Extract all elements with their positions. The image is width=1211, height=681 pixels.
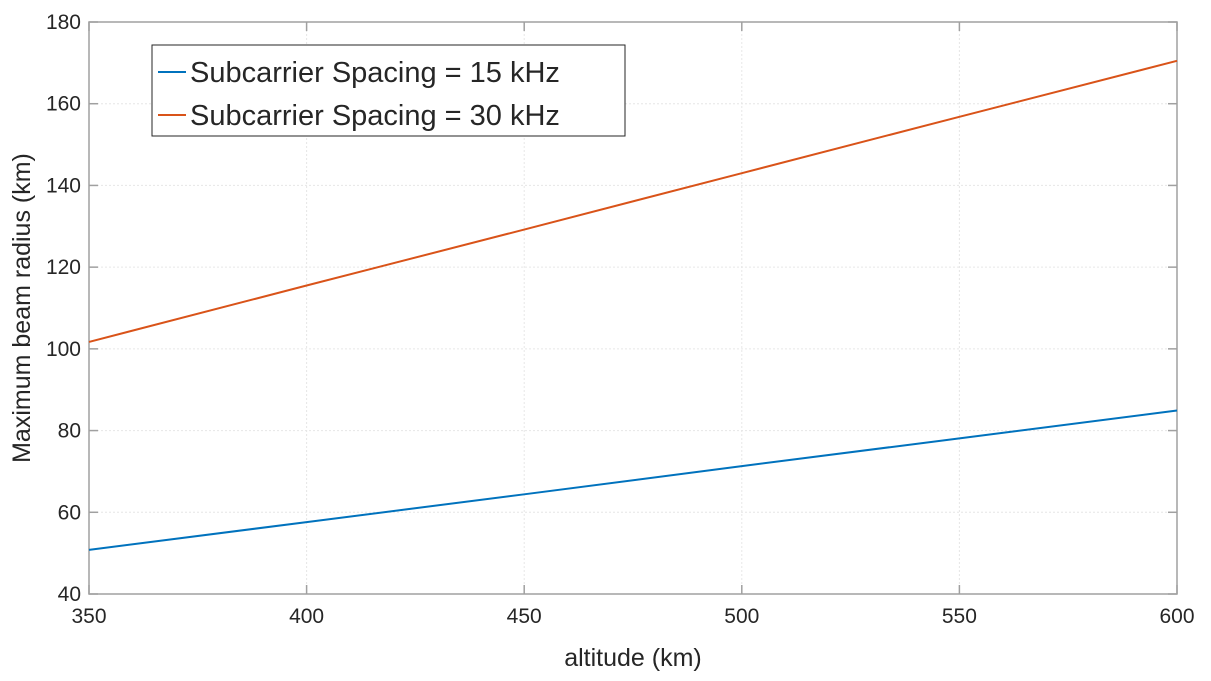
y-tick-label: 160 (46, 93, 81, 116)
y-tick-label: 40 (58, 583, 81, 606)
y-tick-label: 180 (46, 11, 81, 34)
y-tick-label: 120 (46, 256, 81, 279)
x-axis-label: altitude (km) (564, 644, 702, 672)
y-tick-label: 60 (58, 501, 81, 524)
series-line-2 (88, 59, 1178, 343)
ticks: 350 400 450 500 550 600 40 60 80 100 120 140 160 180 (46, 11, 1195, 628)
y-tick-label: 80 (58, 420, 81, 443)
x-tick-label: 350 (71, 605, 106, 628)
y-tick-label: 100 (46, 338, 81, 361)
x-tick-label: 600 (1159, 605, 1194, 628)
legend-label-2: Subcarrier Spacing = 30 kHz (190, 100, 560, 132)
x-tick-label: 550 (942, 605, 977, 628)
y-axis-label: Maximum beam radius (km) (8, 153, 36, 463)
legend: Subcarrier Spacing = 15 kHz Subcarrier Sp… (151, 44, 626, 137)
x-tick-label: 450 (507, 605, 542, 628)
plot-area-border (88, 21, 1178, 595)
y-tick-label: 140 (46, 174, 81, 197)
x-tick-label: 400 (289, 605, 324, 628)
series-line-1 (88, 409, 1178, 551)
legend-box (151, 44, 626, 137)
x-tick-label: 500 (724, 605, 759, 628)
series-lines (88, 59, 1178, 551)
legend-label-1: Subcarrier Spacing = 15 kHz (190, 57, 560, 89)
